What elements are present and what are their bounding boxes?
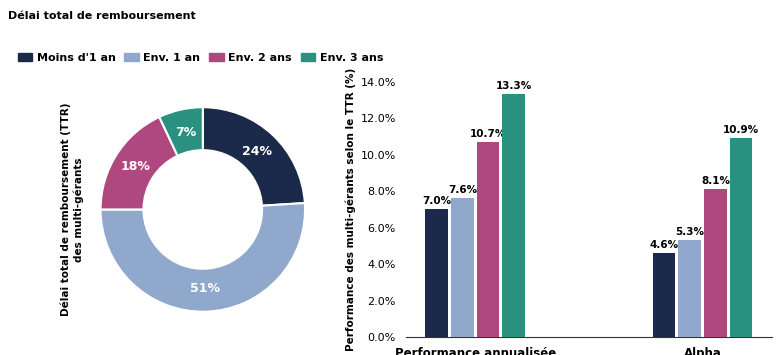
Bar [653,253,675,337]
Text: 8.1%: 8.1% [701,176,730,186]
Bar [425,209,448,337]
Wedge shape [203,107,305,206]
Y-axis label: Performance des multi-gérants selon le TTR (%): Performance des multi-gérants selon le T… [346,68,356,351]
Text: 10.7%: 10.7% [470,129,506,138]
Text: 5.3%: 5.3% [675,227,704,237]
Bar [704,189,727,337]
Text: 24%: 24% [242,145,272,158]
Text: 13.3%: 13.3% [495,81,532,91]
Bar [679,240,701,337]
Bar [477,142,499,337]
Bar [451,198,473,337]
Wedge shape [101,203,305,312]
Text: 51%: 51% [190,282,220,295]
Legend: Moins d'1 an, Env. 1 an, Env. 2 ans, Env. 3 ans: Moins d'1 an, Env. 1 an, Env. 2 ans, Env… [13,48,388,67]
Text: Délai total de remboursement: Délai total de remboursement [8,11,196,21]
Y-axis label: Délai total de remboursement (TTR)
des multi-gérants: Délai total de remboursement (TTR) des m… [61,103,83,316]
Text: 7.0%: 7.0% [422,196,452,206]
Wedge shape [159,107,203,156]
Wedge shape [101,117,178,209]
Bar [502,94,525,337]
Text: 7%: 7% [175,126,196,138]
Text: 7.6%: 7.6% [448,185,477,195]
Text: 4.6%: 4.6% [650,240,679,250]
Text: 10.9%: 10.9% [723,125,759,135]
Text: 18%: 18% [121,160,151,174]
Bar [730,138,753,337]
